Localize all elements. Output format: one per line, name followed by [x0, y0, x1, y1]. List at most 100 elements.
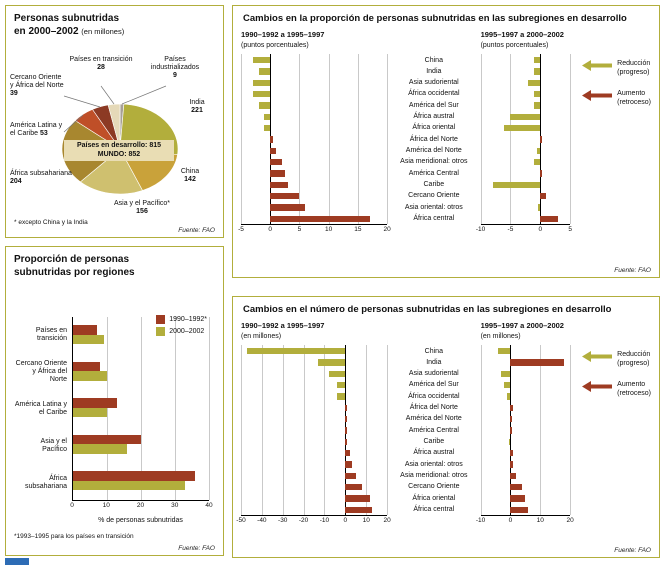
category-labels: Países en transición Cercano Oriente y Áf…: [14, 317, 72, 501]
category-label-america-central: América Central: [408, 426, 459, 434]
category-label-caribe: Caribe: [423, 181, 445, 189]
bar-row-paises-en-transicion: [73, 317, 209, 354]
bar-africa-oriental: [510, 495, 526, 502]
bar-africa-central: [540, 215, 559, 222]
gridline: [209, 317, 210, 500]
pie-slice-paises-en-transicion: [107, 103, 121, 150]
bar-africa-austral: [510, 113, 541, 120]
chart-footnote: *1993–1995 para los países en transición: [14, 533, 134, 540]
category-label-asia-oriental-otros: Asia oriental: otros: [404, 460, 463, 468]
category-label-america-central: América Central: [408, 169, 459, 177]
bar-cercano-oriente: [270, 192, 300, 200]
x-tick-label: -10: [319, 517, 330, 525]
gridline: [387, 54, 389, 225]
gridline: [261, 345, 263, 516]
category-label-america-del-sur: América del Sur: [408, 101, 459, 109]
bar-caribe: [508, 438, 511, 445]
bar-africa-austral: [345, 449, 350, 457]
legend-swatch-2000-2002: [156, 327, 166, 336]
bar-row-asia-y-el-pacifico: [73, 427, 209, 464]
bar-africa-austral: [510, 449, 514, 457]
pie-leader-lines: [63, 85, 167, 133]
reduction-arrow-icon: [582, 351, 613, 363]
category-label-africa-occidental: África occidental: [408, 90, 460, 98]
bar-asia-sudoriental: [501, 370, 511, 377]
bar-1990-1992-america-latina-y-el-caribe: [73, 398, 118, 408]
x-tick-label: -10: [475, 517, 486, 525]
bar-asia-meridional-otros: [270, 158, 282, 166]
bar-africa-del-norte: [540, 136, 543, 143]
panel-title: Cambios en el número de personas subnutr…: [243, 304, 612, 315]
bar-china: [534, 56, 541, 64]
category-label-america-del-norte: América del Norte: [405, 147, 462, 155]
gridline: [141, 317, 142, 500]
category-label-america-del-norte: América del Norte: [405, 415, 462, 423]
legend-swatch-1990-1992: [156, 315, 166, 324]
panel-proportion-changes: Cambios en la proporción de personas sub…: [232, 5, 660, 278]
bar-america-del-sur: [258, 102, 271, 109]
x-tick-label: -30: [278, 517, 288, 525]
subtitle-left: 1990–1992 a 1995–1997 (puntos porcentual…: [241, 30, 325, 49]
bar-caribe: [345, 438, 348, 445]
category-label-cercano-oriente: Cercano Oriente: [408, 483, 460, 491]
bar-africa-occidental: [534, 90, 541, 98]
category-label-caribe: Caribe: [423, 438, 445, 446]
x-axis-ticks: -10 -5 0 5: [476, 225, 572, 234]
bar-asia-oriental-otros: [345, 461, 352, 468]
legend-item-1990-1992: 1990–1992*: [156, 315, 207, 324]
bar-asia-oriental-otros: [538, 204, 541, 211]
gridline: [480, 345, 482, 516]
bar-india: [318, 359, 346, 366]
bar-row-cercano-oriente-y-africa-del-norte: [73, 354, 209, 391]
x-tick-label: 10: [102, 502, 110, 509]
category-label-africa-del-norte: África del Norte: [409, 135, 458, 143]
bar-asia-oriental-otros: [270, 204, 306, 211]
bar-america-del-norte: [345, 415, 348, 423]
x-tick-label: 0: [508, 517, 513, 525]
bar-asia-sudoriental: [528, 79, 541, 86]
x-tick-label: -50: [236, 517, 246, 525]
bar-chart: Países en transición Cercano Oriente y Áf…: [14, 317, 213, 540]
bar-asia-oriental-otros: [510, 461, 514, 468]
gridline: [299, 54, 301, 225]
category-label-africa-subsahariana: África subsahariana: [24, 474, 67, 490]
gridline: [303, 345, 305, 516]
plot-area: [72, 317, 210, 501]
legend-item-reduction: Reducción (progreso): [582, 351, 651, 369]
bar-1990-1992-paises-en-transicion: [73, 325, 97, 335]
gridline: [480, 54, 482, 225]
x-tick-label: -10: [475, 226, 486, 234]
category-labels: China India Asia sudoriental África occiden…: [387, 54, 480, 224]
legend-label: 2000–2002: [169, 328, 205, 335]
pie-slice-asia-y-el-pacifico: [79, 148, 143, 195]
gridline: [282, 345, 284, 516]
bar-cercano-oriente: [345, 483, 363, 491]
bar-china: [252, 56, 271, 64]
x-axis-ticks: 0 10 20 30 40: [70, 501, 212, 510]
bar-africa-oriental: [345, 495, 371, 502]
legend-item-increase: Aumento (retroceso): [582, 380, 651, 399]
category-label-india: India: [426, 67, 442, 75]
panel-title: Cambios en la proporción de personas sub…: [243, 13, 627, 24]
x-tick-label: 0: [70, 502, 74, 509]
x-tick-label: 5: [297, 226, 302, 234]
x-axis-ticks: -50 -40 -30 -20 -10 0 10 20: [236, 516, 390, 525]
bar-1990-1992-africa-subsahariana: [73, 471, 196, 481]
category-label-africa-austral: África austral: [413, 113, 455, 121]
bar-america-del-sur: [504, 381, 511, 389]
legend: Reducción (progreso) Aumento (retroceso): [570, 30, 651, 234]
gridline: [241, 54, 242, 225]
gridline: [570, 345, 572, 516]
bar-africa-central: [270, 215, 370, 222]
x-axis-ticks: -10 0 10 20: [476, 516, 574, 525]
bar-2000-2002-asia-y-el-pacifico: [73, 444, 128, 454]
bar-caribe: [270, 181, 288, 188]
gridline: [540, 345, 542, 516]
legend: 1990–1992* 2000–2002: [156, 315, 207, 339]
x-tick-label: 5: [568, 226, 572, 234]
category-label-paises-en-transicion: Países en transición: [35, 327, 67, 343]
bar-2000-2002-america-latina-y-el-caribe: [73, 407, 107, 418]
subtitle-left: 1990–1992 a 1995–1997 (en millones): [241, 321, 325, 340]
bar-cercano-oriente: [510, 483, 523, 491]
pie-label-cercano-oriente: Cercano Oriente y África del Norte 39: [10, 74, 64, 98]
